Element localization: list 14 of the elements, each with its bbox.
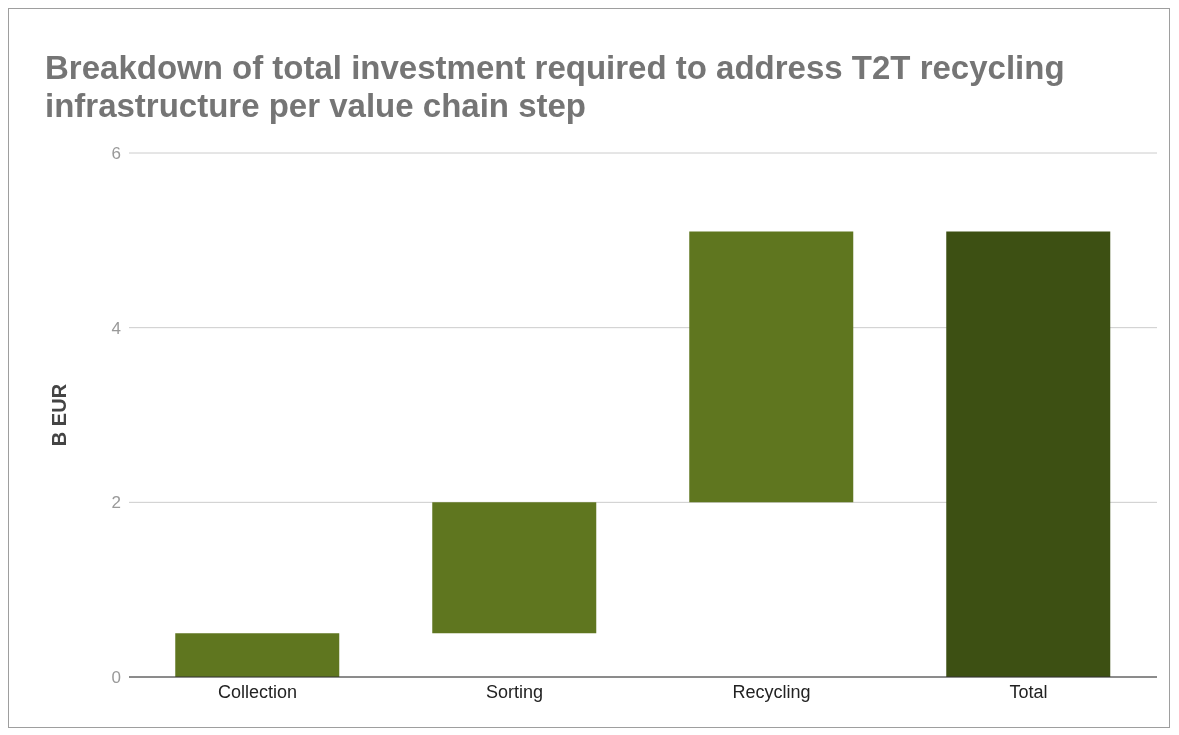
x-tick-label: Recycling [732, 681, 811, 702]
bar [432, 502, 597, 634]
x-tick-label: Collection [217, 681, 298, 702]
bar [689, 231, 854, 503]
y-tick-label: 0 [111, 668, 121, 688]
x-tick-label: Total [1009, 681, 1048, 702]
bar [946, 231, 1111, 677]
y-tick-label: 6 [111, 144, 121, 164]
y-axis-title: B EUR [48, 383, 71, 447]
x-tick-label: Sorting [485, 681, 544, 702]
chart-title: Breakdown of total investment required to address T2T recycling infrastructure per value chain step [45, 49, 1066, 125]
y-tick-label: 4 [111, 318, 121, 338]
bar [175, 633, 340, 677]
y-tick-label: 2 [111, 493, 121, 513]
